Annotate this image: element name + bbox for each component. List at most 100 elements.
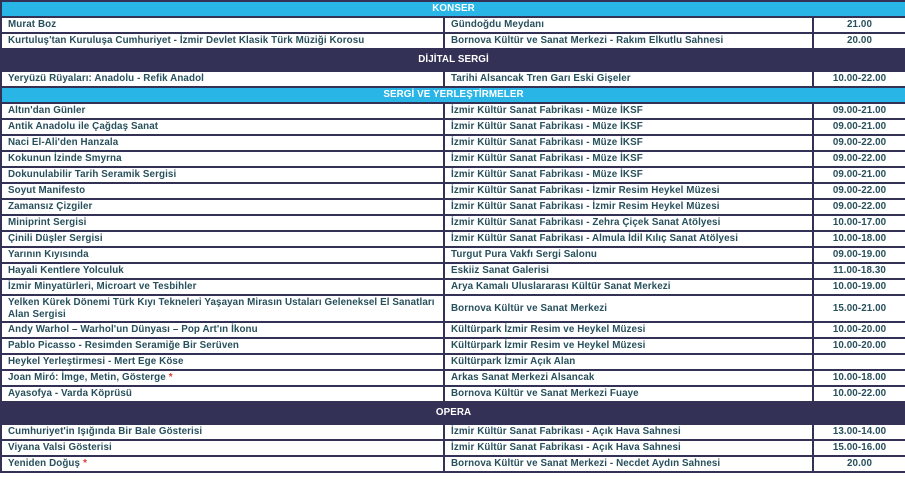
table-row: Ayasofya - Varda Köprüsü Bornova Kültür v…	[0, 385, 905, 404]
venue-cell: Eskiiz Sanat Galerisi	[443, 262, 814, 280]
event-name: Antik Anadolu ile Çağdaş Sanat	[8, 121, 159, 133]
table-row: Yarının Kıyısında Turgut Pura Vakfı Sergi…	[0, 246, 905, 264]
venue-cell: Kültürpark İzmir Resim ve Heykel Müzesi	[443, 337, 814, 356]
table-row: Zamansız Çizgiler İzmir Kültür Sanat Fabr…	[0, 198, 905, 216]
section-row: KONSER	[0, 0, 905, 18]
time-cell: 09.00-22.00	[811, 134, 905, 152]
table-row: Altın'dan Günler İzmir Kültür Sanat Fabri…	[0, 102, 905, 120]
time-cell: 13.00-14.00	[811, 423, 905, 442]
event-name: Çinili Düşler Sergisi	[8, 233, 103, 245]
section-header: KONSER	[0, 0, 905, 18]
table-row: Dokunulabilir Tarih Seramik Sergisi İzmir…	[0, 166, 905, 184]
time-cell: 10.00-18.00	[811, 230, 905, 248]
venue-cell: İzmir Kültür Sanat Fabrikası - Almula İd…	[443, 230, 814, 248]
venue-cell: Bornova Kültür ve Sanat Merkezi - Necdet…	[443, 455, 814, 474]
time-cell: 09.00-21.00	[811, 118, 905, 136]
table-row: Hayali Kentlere Yolculuk Eskiiz Sanat Gal…	[0, 262, 905, 280]
time-cell: 21.00	[811, 16, 905, 34]
table-row: Cumhuriyet'in Işığında Bir Bale Gösteris…	[0, 423, 905, 442]
table-row: Joan Miró: İmge, Metin, Gösterge * Arkas S…	[0, 369, 905, 388]
time-cell: 10.00-18.00	[811, 369, 905, 388]
event-name: Altın'dan Günler	[8, 105, 86, 117]
venue-cell: Tarihi Alsancak Tren Garı Eski Gişeler	[443, 70, 814, 88]
venue-cell: İzmir Kültür Sanat Fabrikası - Müze İKSF	[443, 102, 814, 120]
event-name-cell: Miniprint Sergisi	[0, 214, 445, 232]
event-name-cell: Cumhuriyet'in Işığında Bir Bale Gösteris…	[0, 423, 445, 442]
event-name-cell: Heykel Yerleştirmesi - Mert Ege Köse	[0, 353, 445, 372]
venue-cell: İzmir Kültür Sanat Fabrikası - İzmir Res…	[443, 182, 814, 200]
asterisk-flag: *	[83, 458, 87, 470]
event-name-cell: Andy Warhol – Warhol'un Dünyası – Pop Ar…	[0, 321, 445, 340]
event-name: Cumhuriyet'in Işığında Bir Bale Gösteris…	[8, 426, 203, 438]
venue-cell: Kültürpark İzmir Resim ve Heykel Müzesi	[443, 321, 814, 340]
event-name-cell: Yeryüzü Rüyaları: Anadolu - Refik Anadol	[0, 70, 445, 88]
event-name: Joan Miró: İmge, Metin, Gösterge	[8, 372, 166, 384]
table-row: Heykel Yerleştirmesi - Mert Ege Köse Kült…	[0, 353, 905, 372]
section-header: SERGİ VE YERLEŞTİRMELER	[0, 86, 905, 104]
time-cell: 10.00-19.00	[811, 278, 905, 296]
section-row: OPERA	[0, 401, 905, 426]
time-cell: 15.00-16.00	[811, 439, 905, 458]
table-row: Viyana Valsi Gösterisi İzmir Kültür Sanat…	[0, 439, 905, 458]
table-row: Pablo Picasso - Resimden Seramiğe Bir Se…	[0, 337, 905, 356]
table-row: Çinili Düşler Sergisi İzmir Kültür Sanat …	[0, 230, 905, 248]
event-name: Naci El-Ali'den Hanzala	[8, 137, 119, 149]
event-name-cell: Kokunun İzinde Smyrna	[0, 150, 445, 168]
time-cell: 09.00-21.00	[811, 166, 905, 184]
time-cell: 09.00-21.00	[811, 102, 905, 120]
event-name: Yelken Kürek Dönemi Türk Kıyı Tekneleri …	[8, 297, 435, 320]
time-cell: 10.00-17.00	[811, 214, 905, 232]
event-name: Heykel Yerleştirmesi - Mert Ege Köse	[8, 356, 184, 368]
section-header: OPERA	[0, 401, 905, 426]
event-name: Hayali Kentlere Yolculuk	[8, 265, 124, 277]
table-row: Antik Anadolu ile Çağdaş Sanat İzmir Kült…	[0, 118, 905, 136]
table-row: Yeniden Doğuş * Bornova Kültür ve Sanat Me…	[0, 455, 905, 474]
time-cell: 10.00-22.00	[811, 70, 905, 88]
event-name-cell: Yelken Kürek Dönemi Türk Kıyı Tekneleri …	[0, 293, 445, 324]
event-name-cell: Ayasofya - Varda Köprüsü	[0, 385, 445, 404]
table-row: Andy Warhol – Warhol'un Dünyası – Pop Ar…	[0, 321, 905, 340]
table-row: Miniprint Sergisi İzmir Kültür Sanat Fabr…	[0, 214, 905, 232]
event-name-cell: Pablo Picasso - Resimden Seramiğe Bir Se…	[0, 337, 445, 356]
venue-cell: İzmir Kültür Sanat Fabrikası - Müze İKSF	[443, 118, 814, 136]
event-name-cell: Zamansız Çizgiler	[0, 198, 445, 216]
time-cell: 10.00-22.00	[811, 385, 905, 404]
event-name: Kurtuluş'tan Kuruluşa Cumhuriyet - İzmir…	[8, 35, 365, 47]
event-name: İzmir Minyatürleri, Microart ve Tesbihle…	[8, 281, 197, 293]
venue-cell: Gündoğdu Meydanı	[443, 16, 814, 34]
asterisk-flag: *	[168, 372, 173, 384]
event-name-cell: İzmir Minyatürleri, Microart ve Tesbihle…	[0, 278, 445, 296]
event-name-cell: Joan Miró: İmge, Metin, Gösterge *	[0, 369, 445, 388]
event-name-cell: Soyut Manifesto	[0, 182, 445, 200]
table-row: Kokunun İzinde Smyrna İzmir Kültür Sanat …	[0, 150, 905, 168]
time-cell: 10.00-20.00	[811, 337, 905, 356]
event-name: Soyut Manifesto	[8, 185, 86, 197]
venue-cell: Kültürpark İzmir Açık Alan	[443, 353, 814, 372]
event-name: Ayasofya - Varda Köprüsü	[8, 388, 132, 400]
event-name: Pablo Picasso - Resimden Seramiğe Bir Se…	[8, 340, 240, 352]
venue-cell: Bornova Kültür ve Sanat Merkezi Fuaye	[443, 385, 814, 404]
event-name-cell: Yeniden Doğuş *	[0, 455, 445, 474]
event-name-cell: Murat Boz	[0, 16, 445, 34]
event-name-cell: Kurtuluş'tan Kuruluşa Cumhuriyet - İzmir…	[0, 32, 445, 50]
event-name: Andy Warhol – Warhol'un Dünyası – Pop Ar…	[8, 324, 258, 336]
table-row: Soyut Manifesto İzmir Kültür Sanat Fabrik…	[0, 182, 905, 200]
time-cell: 10.00-20.00	[811, 321, 905, 340]
time-cell: 09.00-22.00	[811, 182, 905, 200]
time-cell: 09.00-19.00	[811, 246, 905, 264]
time-cell: 20.00	[811, 32, 905, 50]
venue-cell: İzmir Kültür Sanat Fabrikası - İzmir Res…	[443, 198, 814, 216]
venue-cell: Bornova Kültür ve Sanat Merkezi	[443, 293, 814, 324]
time-cell: 09.00-22.00	[811, 198, 905, 216]
event-name: Miniprint Sergisi	[8, 217, 87, 229]
venue-cell: İzmir Kültür Sanat Fabrikası - Açık Hava…	[443, 439, 814, 458]
venue-cell: İzmir Kültür Sanat Fabrikası - Açık Hava…	[443, 423, 814, 442]
event-name: Murat Boz	[8, 19, 57, 31]
event-name: Yarının Kıyısında	[8, 249, 89, 261]
venue-cell: Arkas Sanat Merkezi Alsancak	[443, 369, 814, 388]
section-header: DİJİTAL SERGİ	[0, 48, 905, 72]
event-name: Zamansız Çizgiler	[8, 201, 93, 213]
table-row: Yeryüzü Rüyaları: Anadolu - Refik Anadol…	[0, 70, 905, 88]
venue-cell: İzmir Kültür Sanat Fabrikası - Müze İKSF	[443, 150, 814, 168]
venue-cell: İzmir Kültür Sanat Fabrikası - Zehra Çiç…	[443, 214, 814, 232]
